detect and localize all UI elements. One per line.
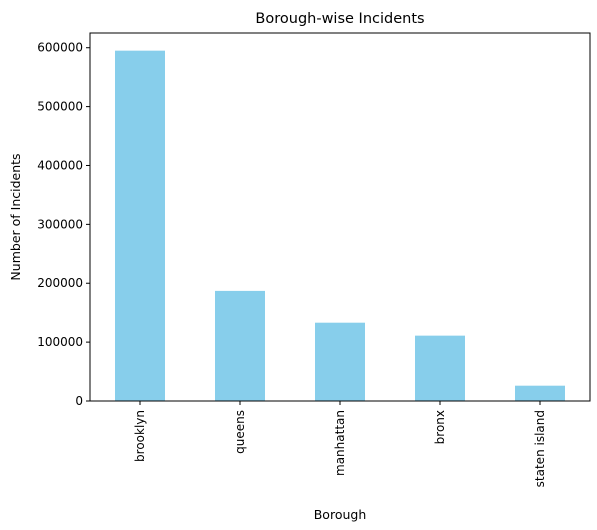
bars-group xyxy=(115,50,565,401)
bar-manhattan xyxy=(315,322,365,401)
y-tick-label: 500000 xyxy=(37,100,83,114)
x-tick-label: brooklyn xyxy=(133,410,147,462)
chart-title: Borough-wise Incidents xyxy=(255,11,424,27)
x-tick-label: staten island xyxy=(533,410,547,487)
x-tick-label: manhattan xyxy=(333,410,347,476)
y-tick-label: 100000 xyxy=(37,335,83,349)
y-tick-label: 400000 xyxy=(37,158,83,172)
y-axis: 0 100000 200000 300000 400000 500000 600000 xyxy=(37,41,90,408)
bar-queens xyxy=(215,290,265,401)
bar-bronx xyxy=(415,335,465,401)
y-tick-label: 300000 xyxy=(37,217,83,231)
y-tick-label: 600000 xyxy=(37,41,83,55)
bar-brooklyn xyxy=(115,50,165,401)
y-tick-label: 200000 xyxy=(37,276,83,290)
y-axis-label: Number of Incidents xyxy=(8,153,23,280)
bar-staten-island xyxy=(515,385,565,401)
x-axis-label: Borough xyxy=(314,507,367,522)
y-tick-label: 0 xyxy=(75,394,83,408)
x-axis: brooklyn queens manhattan bronx staten islan… xyxy=(133,401,547,487)
x-tick-label: queens xyxy=(233,410,247,454)
x-tick-label: bronx xyxy=(433,410,447,444)
